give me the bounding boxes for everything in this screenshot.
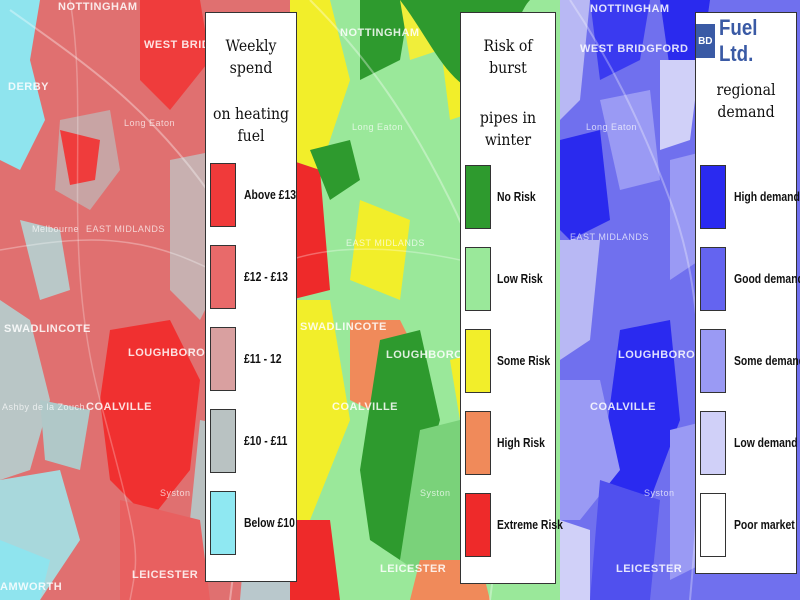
legend-item-label: Good demand: [734, 271, 800, 286]
legend-item-label: Poor market: [734, 517, 795, 532]
legend-swatch: [210, 491, 236, 555]
place-tamworth: AMWORTH: [0, 581, 62, 593]
legend-swatch: [465, 493, 491, 557]
legend-item-label: Some demand: [734, 353, 800, 368]
brand-badge: BD: [696, 24, 715, 58]
place-long-eaton-2: Long Eaton: [352, 122, 403, 132]
legend-item-label: Low Risk: [497, 271, 543, 286]
heating-spend-legend: Weekly spend on heating fuel Above £13 £…: [205, 12, 297, 582]
brand-name: Fuel Ltd.: [718, 15, 758, 66]
place-coalville-3: COALVILLE: [590, 401, 656, 413]
place-nottingham-3: NOTTINGHAM: [590, 3, 670, 15]
place-east-midlands-2: EAST MIDLANDS: [346, 238, 425, 248]
legend-swatch: [465, 165, 491, 229]
place-coalville: COALVILLE: [86, 401, 152, 413]
pipes-legend-title-line-2: pipes in winter: [479, 108, 537, 149]
pipes-legend-title-line-1: Risk of burst: [483, 36, 533, 77]
legend-swatch: [210, 163, 236, 227]
legend-swatch: [465, 329, 491, 393]
legend-swatch: [700, 247, 726, 311]
place-leicester-3: LEICESTER: [616, 563, 682, 575]
brand-logo: BD Fuel Ltd.: [696, 15, 796, 66]
legend-item-label: Below £10: [244, 515, 295, 530]
place-syston: Syston: [160, 488, 191, 498]
legend-swatch: [210, 409, 236, 473]
place-syston-2: Syston: [420, 488, 451, 498]
legend-item-label: No Risk: [497, 189, 536, 204]
heating-legend-title-line-2: on heating fuel: [212, 104, 290, 145]
place-west-bridgford-3: WEST BRIDGFORD: [580, 43, 688, 55]
place-nottingham-2: NOTTINGHAM: [340, 27, 420, 39]
demand-legend-title: regional demand: [702, 79, 790, 123]
legend-item-label: £11 - 12: [244, 351, 282, 366]
heating-legend-title: Weekly spend on heating fuel: [211, 35, 290, 147]
place-long-eaton-3: Long Eaton: [586, 122, 637, 132]
legend-swatch: [465, 411, 491, 475]
place-east-midlands: EAST MIDLANDS: [86, 224, 165, 234]
legend-swatch: [700, 165, 726, 229]
place-melbourne: Melbourne: [32, 224, 79, 234]
regional-demand-legend: BD Fuel Ltd. regional demand High demand…: [695, 12, 800, 574]
place-derby: DERBY: [8, 81, 49, 93]
heating-legend-title-line-1: Weekly spend: [225, 36, 277, 77]
place-east-midlands-3: EAST MIDLANDS: [570, 232, 649, 242]
regional-demand-map-panel: NOTTINGHAM WEST BRIDGFORD Long Eaton EAS…: [560, 0, 800, 600]
place-swadlincote: SWADLINCOTE: [4, 323, 91, 335]
legend-swatch: [700, 411, 726, 475]
legend-item-label: £10 - £11: [244, 433, 288, 448]
legend-item-label: High Risk: [497, 435, 545, 450]
place-leicester: LEICESTER: [132, 569, 198, 581]
legend-item-label: £12 - £13: [244, 269, 288, 284]
place-nottingham: NOTTINGHAM: [58, 1, 138, 13]
legend-item-label: High demand: [734, 189, 800, 204]
legend-swatch: [465, 247, 491, 311]
legend-swatch: [700, 329, 726, 393]
place-ashby: Ashby de la Zouch: [2, 402, 85, 412]
legend-item-label: Extreme Risk: [497, 517, 563, 532]
legend-swatch: [210, 245, 236, 309]
burst-pipe-legend: Risk of burst pipes in winter No Risk Lo…: [460, 12, 563, 584]
place-swadlincote-2: SWADLINCOTE: [300, 321, 387, 333]
legend-item-label: Above £13: [244, 187, 297, 202]
pipes-legend-title: Risk of burst pipes in winter: [467, 35, 550, 151]
place-coalville-2: COALVILLE: [332, 401, 398, 413]
place-long-eaton: Long Eaton: [124, 118, 175, 128]
place-syston-3: Syston: [644, 488, 675, 498]
legend-swatch: [210, 327, 236, 391]
legend-item-label: Some Risk: [497, 353, 551, 368]
demand-legend-title-line-1: regional demand: [716, 80, 776, 121]
legend-item-label: Low demand: [734, 435, 798, 450]
place-leicester-2: LEICESTER: [380, 563, 446, 575]
legend-swatch: [700, 493, 726, 557]
